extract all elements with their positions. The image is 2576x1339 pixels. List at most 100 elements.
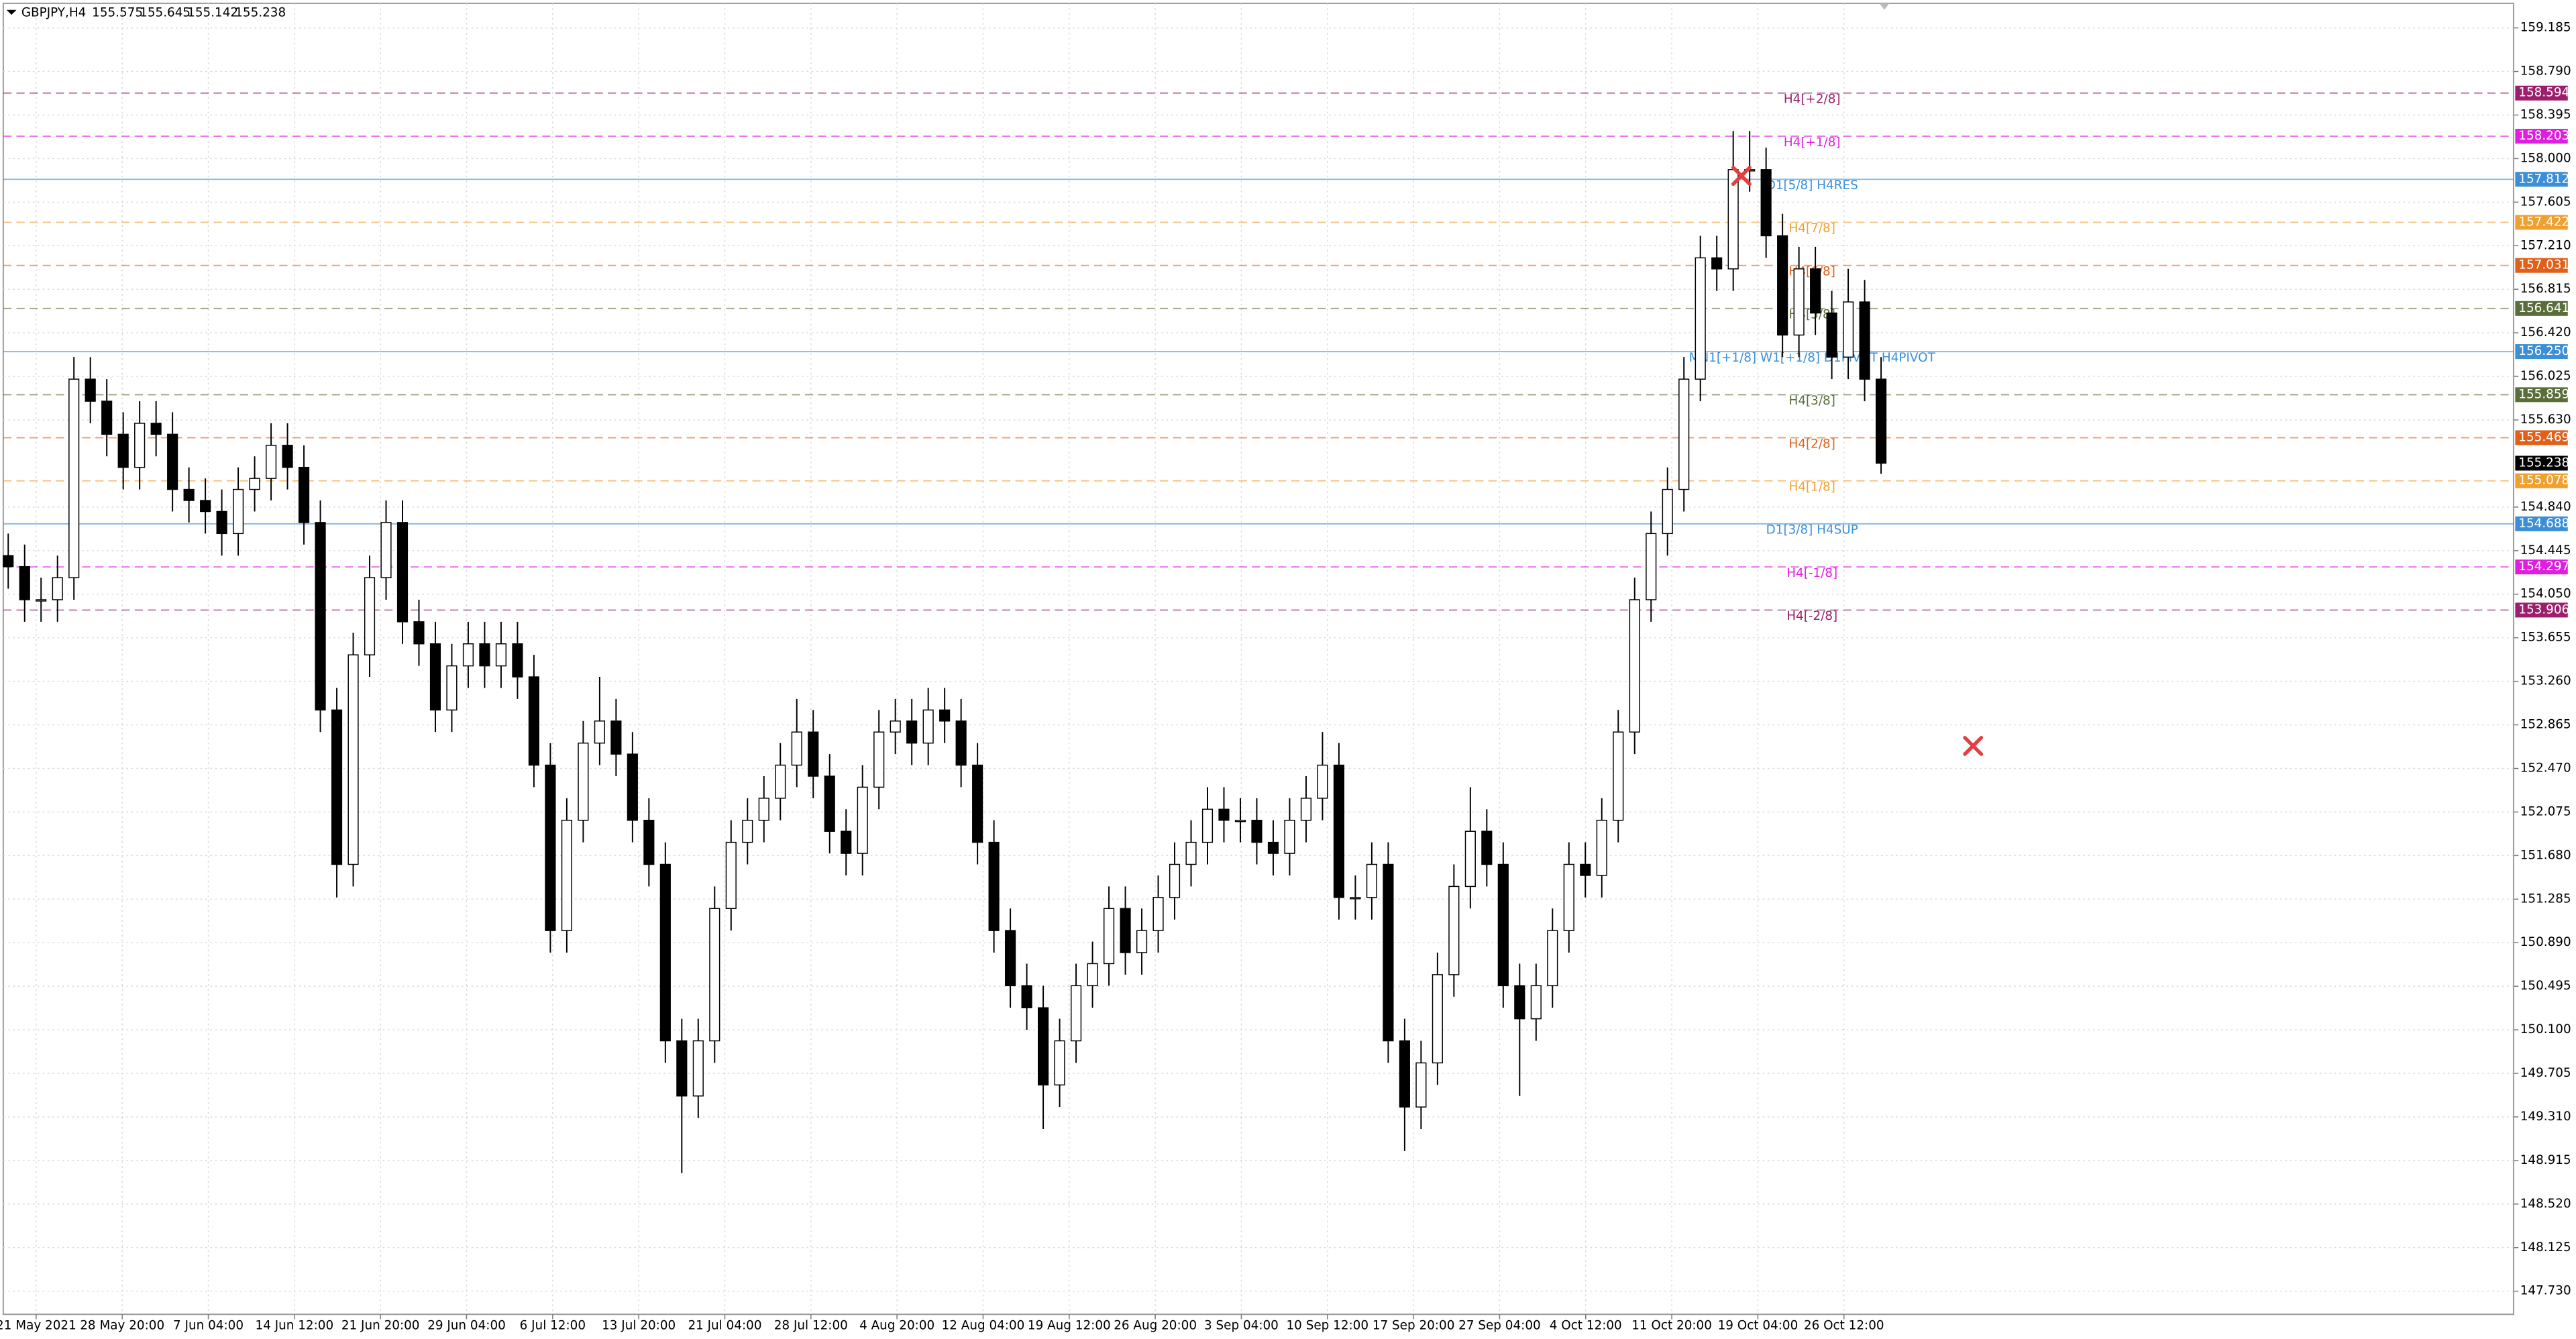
candle-body — [36, 599, 47, 602]
y-tick-label: 148.520 — [2520, 1197, 2571, 1211]
candle-body — [3, 555, 14, 568]
candle-body — [1596, 820, 1607, 876]
level-price-label: 155.859 — [2518, 387, 2569, 401]
candle-body — [1629, 599, 1640, 733]
candle-body — [725, 841, 737, 909]
y-tick-label: 152.865 — [2520, 718, 2571, 732]
candle-body — [791, 731, 802, 766]
candle-body — [413, 621, 425, 645]
candle-body — [988, 841, 1000, 931]
candle-body — [446, 665, 458, 711]
y-tick-label: 156.420 — [2520, 325, 2571, 339]
candles — [3, 131, 1887, 1173]
candle-body — [150, 423, 162, 435]
y-tick-label: 159.185 — [2520, 21, 2571, 35]
y-tick-label: 154.840 — [2520, 500, 2571, 514]
candle-body — [1448, 886, 1460, 975]
candle-body — [1760, 169, 1772, 237]
candle-body — [955, 720, 967, 766]
level-price-label: 155.078 — [2518, 474, 2569, 488]
candle-body — [298, 466, 310, 523]
x-tick-label: 10 Sep 12:00 — [1287, 1318, 1369, 1332]
candle-body — [380, 522, 392, 578]
level-label: H4[+1/8] — [1784, 136, 1841, 150]
y-tick-label: 147.730 — [2520, 1284, 2571, 1298]
candle-body — [167, 433, 178, 490]
candle-body — [1859, 301, 1870, 380]
candle-body — [1810, 268, 1821, 314]
candle-body — [331, 709, 343, 865]
candle-body — [906, 720, 918, 744]
level-label: D1[5/8] H4RES — [1766, 178, 1858, 193]
candle-body — [1580, 863, 1591, 876]
candle-body — [462, 643, 474, 667]
x-tick-label: 19 Oct 04:00 — [1718, 1318, 1799, 1332]
candle-body — [1071, 985, 1082, 1042]
level-price-box — [2515, 516, 2568, 531]
x-tick-label: 19 Aug 12:00 — [1028, 1318, 1111, 1332]
candle-body — [775, 764, 786, 799]
candle-body — [1514, 985, 1525, 1020]
candle-body — [1662, 488, 1673, 535]
x-tick-label: 12 Aug 04:00 — [942, 1318, 1025, 1332]
candle-body — [19, 566, 30, 600]
candle-body — [1234, 820, 1246, 822]
y-tick-label: 153.655 — [2520, 631, 2571, 645]
candle-body — [1432, 974, 1443, 1064]
candle-body — [1383, 863, 1394, 1042]
y-tick-label: 150.890 — [2520, 935, 2571, 949]
x-tick-label: 26 Aug 20:00 — [1114, 1318, 1197, 1332]
candle-body — [758, 798, 769, 821]
x-tick-label: 4 Aug 20:00 — [859, 1318, 934, 1332]
level-label: H4[3/8] — [1789, 394, 1835, 408]
candle-body — [1103, 908, 1115, 965]
level-price-label: 156.641 — [2518, 301, 2569, 315]
candle-body — [1005, 930, 1016, 987]
menu-arrow[interactable] — [6, 9, 17, 15]
plot-frame — [2, 2, 2514, 1316]
y-tick-label: 156.815 — [2520, 282, 2571, 296]
current-price-label: 155.238 — [2518, 456, 2569, 470]
y-tick-label: 150.495 — [2520, 979, 2571, 993]
candle-body — [85, 378, 96, 402]
candle-body — [1497, 863, 1509, 987]
x-tick-label: 13 Jul 20:00 — [602, 1318, 676, 1332]
candle-body — [479, 643, 490, 667]
candle-body — [1251, 820, 1263, 843]
level-price-box — [2515, 301, 2568, 316]
level-label: MN1[+1/8] W1[+1/8] D1PIVOT H4PIVOT — [1689, 351, 1936, 365]
x-tick-label: 28 May 20:00 — [80, 1318, 164, 1332]
candle-body — [1021, 985, 1032, 1008]
levels: H4[+2/8]H4[+1/8]D1[5/8] H4RESH4[7/8]H4[6… — [3, 93, 2514, 623]
x-tick-label: 27 Sep 04:00 — [1458, 1318, 1541, 1332]
x-tick-label: 4 Oct 12:00 — [1550, 1318, 1622, 1332]
y-tick-label: 152.470 — [2520, 761, 2571, 775]
candle-body — [315, 522, 326, 711]
candle-body — [528, 676, 539, 766]
candle-body — [1136, 930, 1148, 953]
candle-body — [1777, 235, 1788, 336]
candle-body — [429, 643, 441, 711]
y-tick-label: 149.310 — [2520, 1110, 2571, 1124]
candle-body — [939, 709, 951, 722]
x-tick-label: 11 Oct 20:00 — [1631, 1318, 1712, 1332]
candle-body — [1300, 798, 1312, 821]
candle-body — [1613, 731, 1624, 821]
candle-body — [676, 1040, 688, 1097]
cross-marker — [1963, 735, 1984, 756]
low-price: 155.142 — [187, 6, 238, 20]
candle-body — [68, 378, 80, 578]
y-tick-label: 154.445 — [2520, 543, 2571, 557]
level-price-box — [2515, 430, 2568, 445]
level-price-label: 157.812 — [2518, 172, 2569, 186]
candle-body — [347, 654, 359, 865]
y-tick-label: 153.260 — [2520, 674, 2571, 688]
candle-body — [1711, 257, 1723, 270]
y-tick-label: 154.050 — [2520, 587, 2571, 601]
high-price: 155.645 — [140, 6, 191, 20]
candle-body — [249, 478, 260, 490]
y-tick-label: 156.025 — [2520, 369, 2571, 383]
